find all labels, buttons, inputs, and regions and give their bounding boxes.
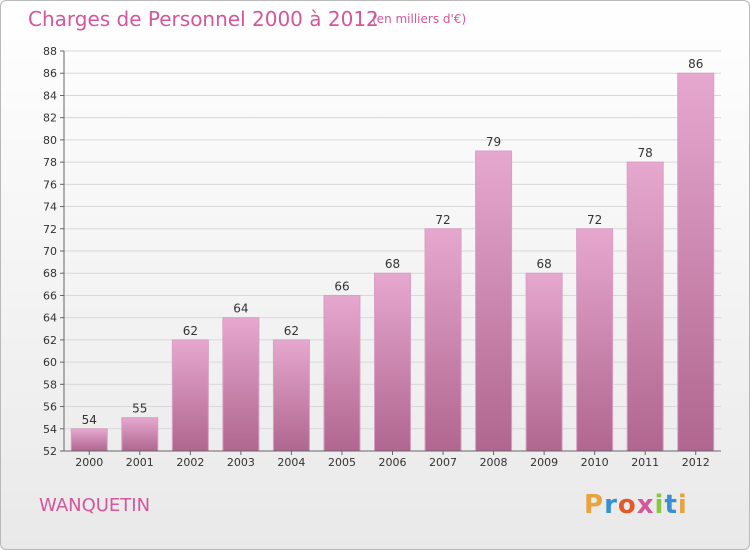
x-tick-label: 2001	[126, 456, 154, 469]
y-tick-label: 84	[43, 89, 57, 102]
brand-letter: r	[604, 490, 618, 520]
x-tick-label: 2007	[429, 456, 457, 469]
y-tick-label: 88	[43, 45, 57, 58]
y-tick-label: 60	[43, 356, 57, 369]
data-label: 54	[82, 413, 97, 427]
brand-letter: P	[584, 490, 605, 520]
bar	[525, 272, 563, 452]
y-tick-label: 64	[43, 312, 57, 325]
x-tick-label: 2010	[581, 456, 609, 469]
commune-name: WANQUETIN	[39, 495, 151, 516]
y-tick-label: 82	[43, 112, 57, 125]
y-tick-label: 70	[43, 245, 57, 258]
data-label: 79	[486, 135, 501, 149]
bar	[626, 161, 664, 452]
bar	[424, 228, 462, 452]
bar	[374, 272, 411, 452]
axes: 52 54 56 58 60 62 64 66 68 70 72 74 76 78 80 82 84 86 88 20…	[43, 45, 721, 469]
y-tick-label: 76	[43, 178, 57, 191]
x-tick-label: 2004	[277, 456, 305, 469]
brand-letter: i	[677, 490, 688, 520]
y-tick-label: 58	[43, 378, 57, 391]
x-tick-label: 2008	[480, 456, 508, 469]
chart-title: Charges de Personnel 2000 à 2012	[28, 7, 379, 31]
x-tick-label: 2011	[631, 456, 659, 469]
brand-letter: o	[617, 490, 637, 520]
y-tick-label: 62	[43, 334, 57, 347]
y-tick-label: 56	[43, 401, 57, 414]
x-tick-label: 2002	[176, 456, 204, 469]
bar	[323, 294, 361, 452]
data-label: 86	[688, 57, 703, 71]
x-tick-label: 2006	[379, 456, 407, 469]
brand-letter: i	[654, 490, 665, 520]
chart-subtitle: (en milliers d'€)	[372, 12, 467, 26]
bar	[171, 339, 209, 452]
y-tick-label: 52	[43, 445, 57, 458]
data-label: 66	[334, 279, 349, 293]
y-tick-label: 80	[43, 134, 57, 147]
data-label: 68	[385, 257, 400, 271]
bar	[677, 72, 715, 452]
data-label: 72	[435, 213, 450, 227]
bar	[272, 339, 310, 452]
y-tick-label: 86	[43, 67, 57, 80]
bar	[121, 417, 159, 452]
bar	[70, 428, 108, 452]
x-tick-label: 2000	[75, 456, 103, 469]
y-tick-label: 74	[43, 201, 57, 214]
data-label: 62	[183, 324, 198, 338]
data-label: 78	[638, 146, 653, 160]
bar	[475, 150, 513, 452]
x-tick-label: 2003	[227, 456, 255, 469]
x-tick-label: 2005	[328, 456, 356, 469]
proxiti-logo: Proxiti	[584, 490, 688, 520]
bars: 54 55 62 64 62 66 68 72 79 68 72 78 86	[70, 57, 715, 452]
x-tick-label: 2012	[682, 456, 710, 469]
brand-letter: t	[664, 490, 678, 520]
y-tick-label: 54	[43, 423, 57, 436]
data-label: 64	[233, 302, 248, 316]
data-label: 55	[132, 402, 147, 416]
data-label: 72	[587, 213, 602, 227]
y-tick-label: 72	[43, 223, 57, 236]
y-tick-label: 68	[43, 267, 57, 280]
y-tick-label: 66	[43, 289, 57, 302]
data-label: 68	[536, 257, 551, 271]
data-label: 62	[284, 324, 299, 338]
bar	[222, 317, 260, 452]
x-tick-label: 2009	[530, 456, 558, 469]
bar	[576, 228, 614, 452]
brand-letter: x	[636, 490, 655, 520]
y-tick-label: 78	[43, 156, 57, 169]
